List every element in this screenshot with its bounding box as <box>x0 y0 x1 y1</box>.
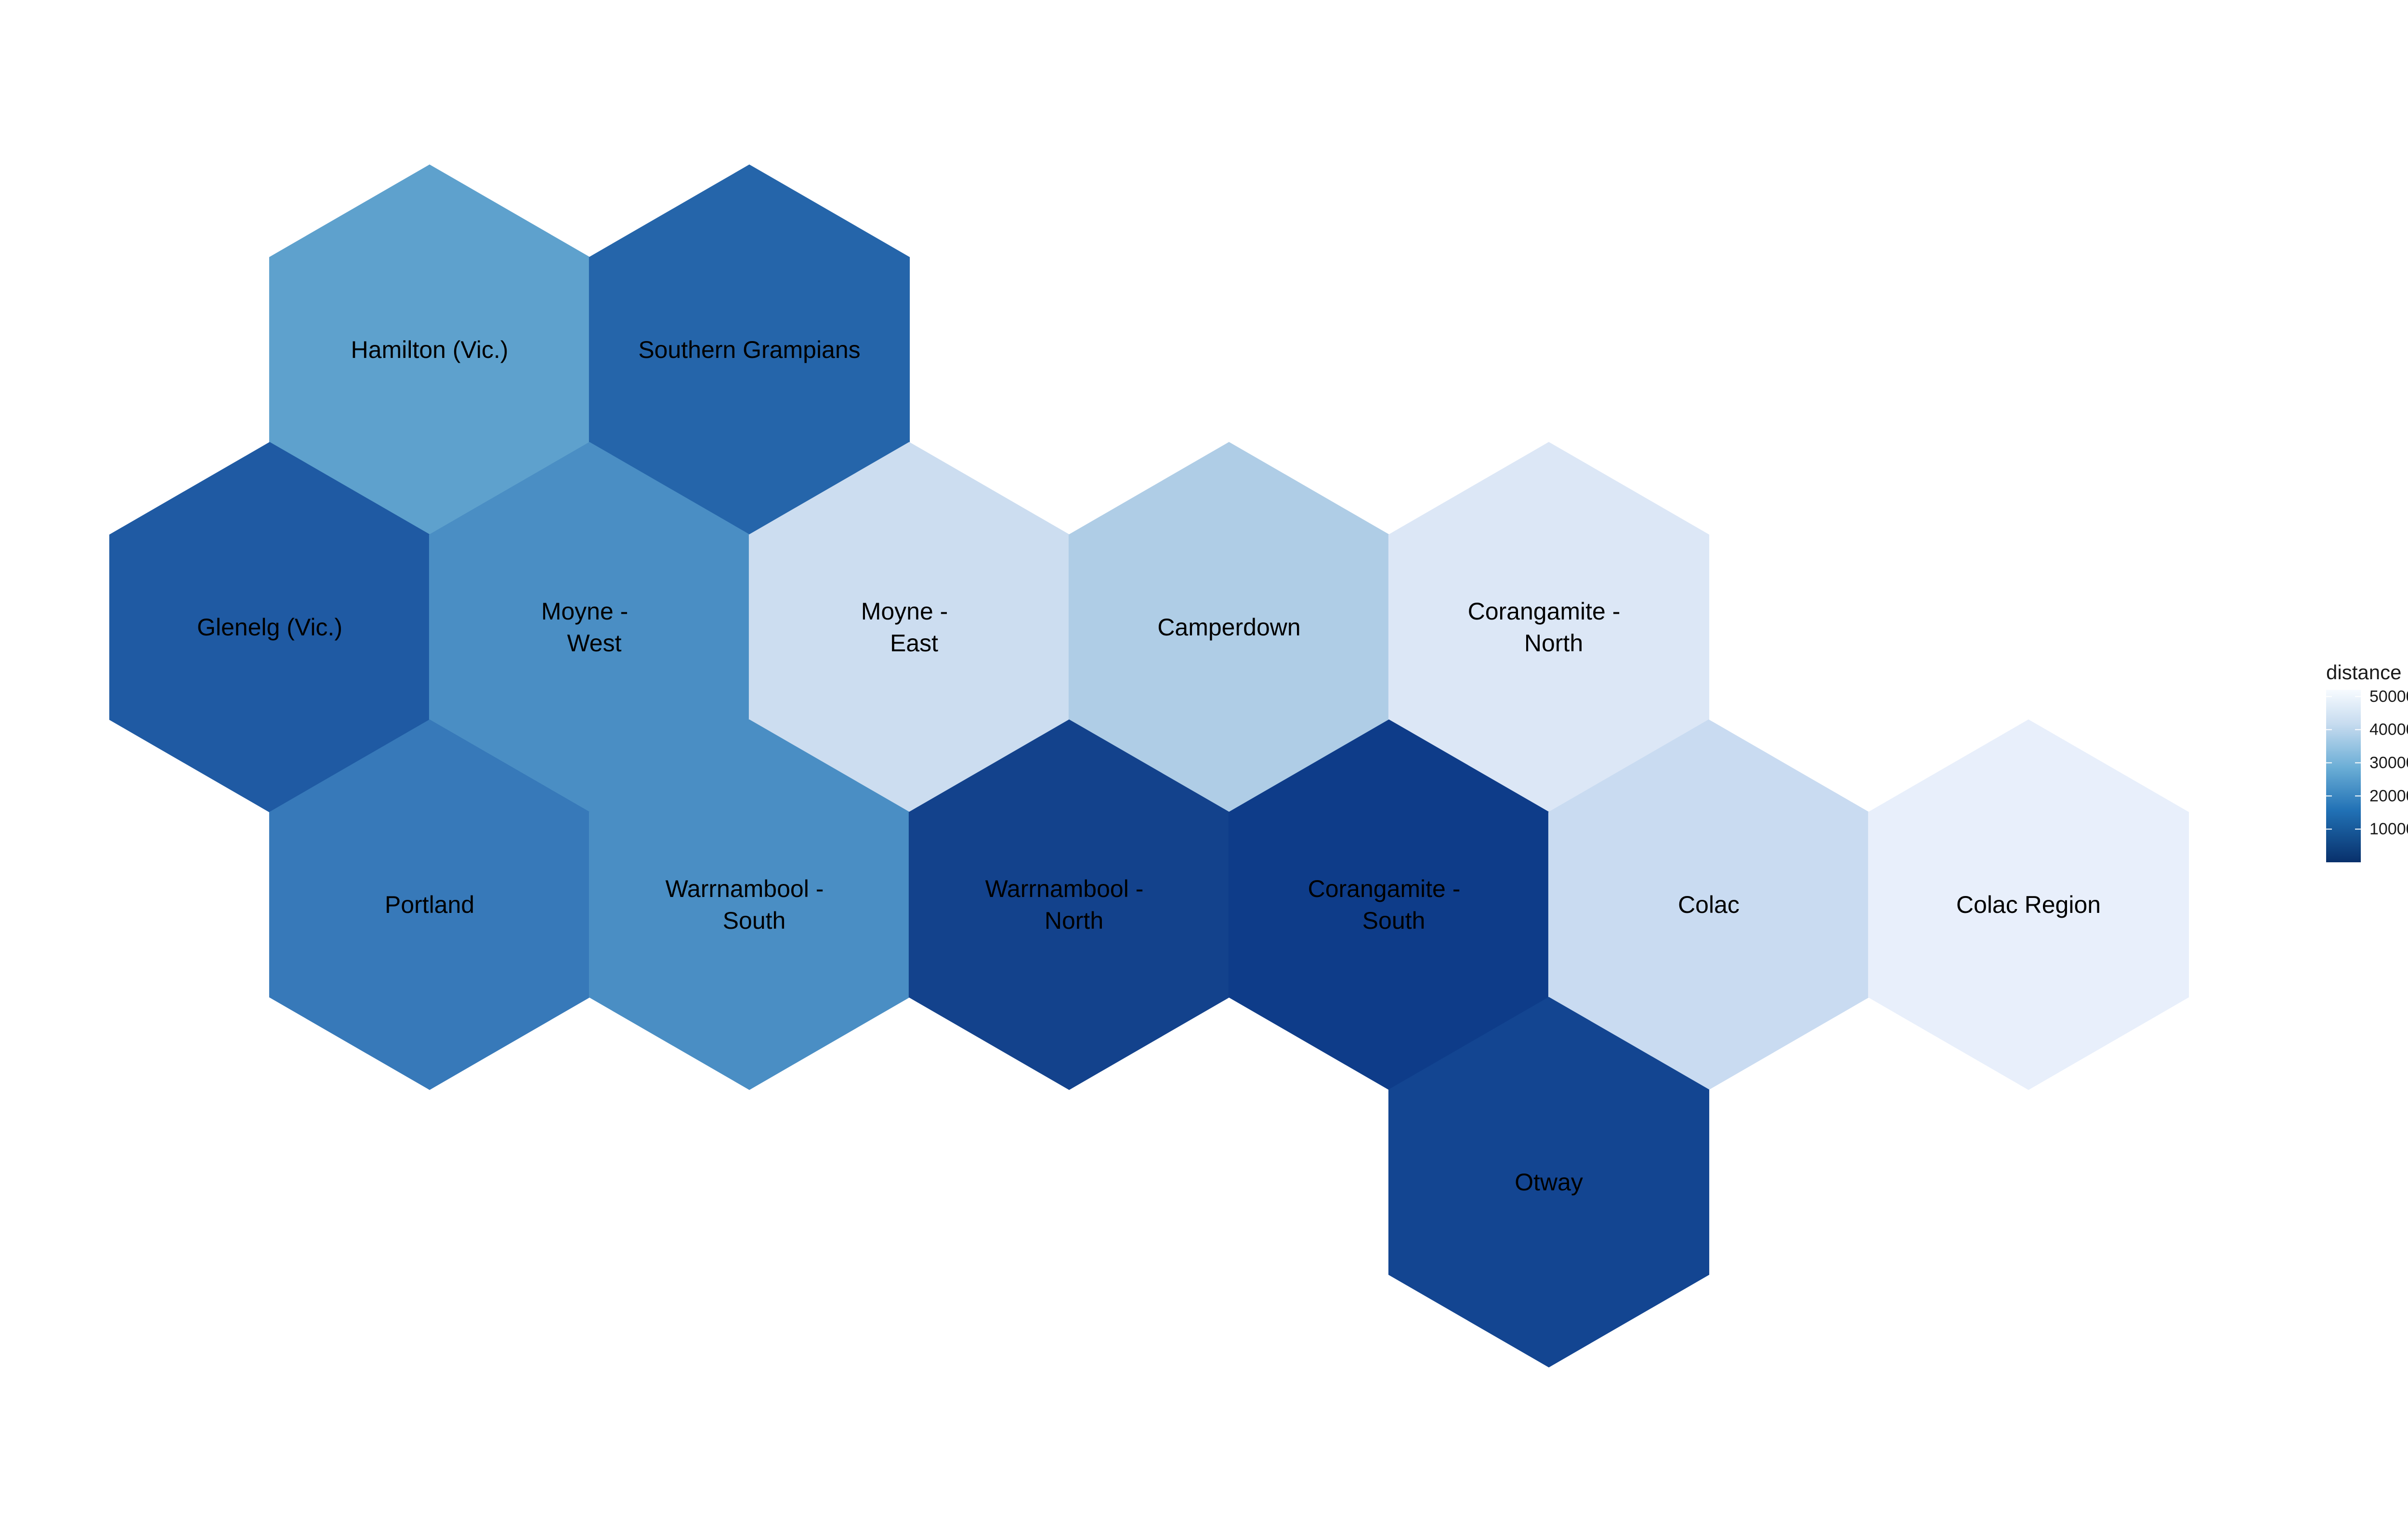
hex-label-moyne-east-line2: East <box>890 630 938 657</box>
legend-tick-label: 10000 <box>2369 820 2408 838</box>
legend-ticks: 10000 20000 30000 40000 50000 <box>2326 687 2408 838</box>
hex-label-hamilton: Hamilton (Vic.) <box>351 336 509 363</box>
hex-label-colac: Colac <box>1678 891 1740 918</box>
region-moyne-west: Moyne - West <box>429 442 750 813</box>
hex-label-corangamite-south-line1: Corangamite - <box>1308 875 1461 902</box>
region-moyne-east: Moyne - East <box>748 442 1070 813</box>
region-corangamite-south: Corangamite - South <box>1228 719 1550 1090</box>
hex-label-otway: Otway <box>1515 1169 1583 1196</box>
hex-label-moyne-east-line1: Moyne - <box>861 598 948 625</box>
region-southern-grampians: Southern Grampians <box>589 164 910 535</box>
legend: distance 10000 20000 30000 40000 50000 <box>2326 661 2408 862</box>
legend-title: distance <box>2326 661 2401 684</box>
region-warrnambool-north: Warrnambool - North <box>908 719 1230 1090</box>
hex-label-portland: Portland <box>385 891 474 918</box>
hex-label-southern-grampians: Southern Grampians <box>638 336 860 363</box>
hex-otway <box>1388 997 1710 1368</box>
region-colac: Colac <box>1548 719 1870 1090</box>
hex-label-warrnambool-north-line2: North <box>1045 907 1103 934</box>
region-camperdown: Camperdown <box>1068 442 1390 813</box>
hex-label-corangamite-north-line2: North <box>1524 630 1583 657</box>
hex-label-camperdown: Camperdown <box>1157 614 1300 641</box>
region-otway: Otway <box>1388 997 1710 1368</box>
legend-tick-label: 30000 <box>2369 753 2408 772</box>
region-hamilton: Hamilton (Vic.) <box>269 164 590 535</box>
hex-layer: Hamilton (Vic.) Southern Grampians Glenelg… <box>109 164 2189 1368</box>
hex-colac-region <box>1868 719 2189 1090</box>
hex-label-moyne-west-line2: West <box>567 630 622 657</box>
region-corangamite-north: Corangamite - North <box>1388 442 1710 813</box>
legend-tick-label: 50000 <box>2369 687 2408 706</box>
region-colac-region: Colac Region <box>1868 719 2189 1090</box>
hex-label-warrnambool-north-line1: Warrnambool - <box>985 875 1144 902</box>
hex-label-corangamite-south-line2: South <box>1362 907 1426 934</box>
legend-color-bar <box>2326 690 2361 862</box>
hex-label-glenelg: Glenelg (Vic.) <box>197 614 342 641</box>
hex-label-warrnambool-south-line2: South <box>723 907 786 934</box>
hex-label-colac-region: Colac Region <box>1956 891 2101 918</box>
legend-tick-label: 20000 <box>2369 787 2408 805</box>
hex-label-corangamite-north-line1: Corangamite - <box>1468 598 1621 625</box>
hex-label-warrnambool-south-line1: Warrnambool - <box>666 875 824 902</box>
legend-tick-label: 40000 <box>2369 721 2408 739</box>
region-warrnambool-south: Warrnambool - South <box>589 719 910 1090</box>
hex-label-moyne-west-line1: Moyne - <box>541 598 628 625</box>
